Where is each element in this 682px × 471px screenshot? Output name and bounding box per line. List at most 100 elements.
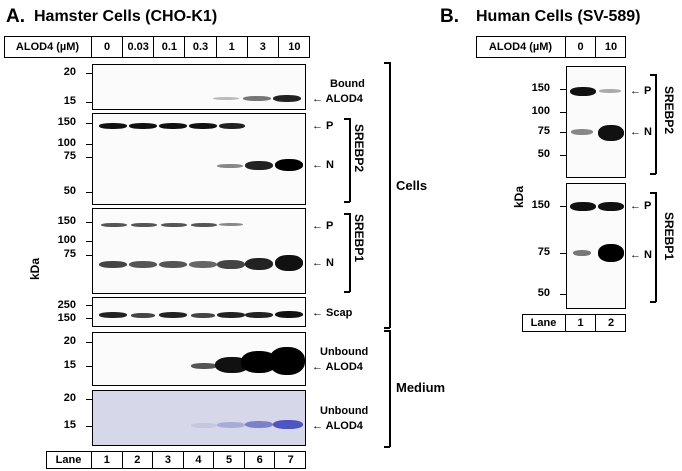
panel-b-blot-srebp1 <box>566 183 626 309</box>
panel-a-lane-row <box>46 451 306 469</box>
panel-b-lane-1: 1 <box>566 314 596 332</box>
tick <box>86 192 92 193</box>
tick-label: 100 <box>57 137 76 149</box>
band <box>191 363 217 369</box>
tick <box>86 123 92 124</box>
band <box>131 223 157 227</box>
tick <box>86 366 92 367</box>
tick-label: 50 <box>537 148 550 160</box>
band <box>189 123 217 129</box>
panel-a-blot-bound-alod4 <box>92 64 306 110</box>
band <box>161 223 187 227</box>
panel-a-title: Hamster Cells (CHO-K1) <box>34 8 218 25</box>
panel-a-blot-unbound-alod4 <box>92 332 306 386</box>
panel-a-lane-5: 5 <box>214 451 245 469</box>
band <box>217 422 245 428</box>
panel-a-lane-6: 6 <box>245 451 276 469</box>
band <box>191 223 217 227</box>
band <box>245 312 273 318</box>
bracket <box>650 301 656 303</box>
band <box>159 312 187 318</box>
tick <box>560 206 566 207</box>
tick-label: 100 <box>57 234 76 246</box>
scap-label: ← Scap <box>312 307 353 319</box>
band <box>159 123 187 129</box>
band <box>189 261 217 268</box>
panel-a-header-row <box>4 36 310 58</box>
bracket <box>344 201 350 203</box>
bracket <box>344 291 350 293</box>
tick <box>86 399 92 400</box>
bound-label: Bound <box>330 78 365 90</box>
band <box>129 123 157 129</box>
band <box>273 95 301 102</box>
band <box>273 420 303 429</box>
panel-a-blot-srebp1 <box>92 208 306 294</box>
tick <box>86 318 92 319</box>
b-srebp1-p-label: ← P <box>630 200 652 212</box>
tick-label: 75 <box>63 248 76 260</box>
band <box>598 202 624 211</box>
bracket <box>349 213 351 292</box>
tick-label: 150 <box>57 312 76 324</box>
panel-b-lane-header: Lane <box>522 314 566 332</box>
tick-label: 50 <box>63 185 76 197</box>
tick-label: 150 <box>531 82 550 94</box>
tick <box>86 426 92 427</box>
tick-label: 20 <box>63 335 76 347</box>
tick-label: 20 <box>63 66 76 78</box>
tick-label: 100 <box>531 105 550 117</box>
band <box>598 244 624 262</box>
panel-a-lane-4: 4 <box>184 451 215 469</box>
unbound-stain-label: Unbound <box>320 405 369 417</box>
medium-bracket <box>384 330 390 332</box>
band <box>275 255 303 271</box>
panel-a-lane-2: 2 <box>123 451 154 469</box>
panel-a-conc-3: 0.1 <box>154 36 186 58</box>
band <box>573 250 591 256</box>
bracket <box>650 74 656 76</box>
tick-label: 15 <box>63 95 76 107</box>
band <box>99 312 127 318</box>
tick <box>560 294 566 295</box>
bound-alod4-label: ← ALOD4 <box>312 93 363 105</box>
bracket <box>650 173 656 175</box>
cells-bracket <box>384 327 390 329</box>
tick <box>86 241 92 242</box>
band <box>243 96 271 101</box>
band <box>571 129 593 135</box>
band <box>129 261 157 268</box>
panel-a-kda-label: kDa <box>28 257 42 280</box>
cells-bracket <box>384 62 390 64</box>
tick <box>86 342 92 343</box>
b-srebp1-bracket-label: SREBP1 <box>662 212 676 261</box>
panel-b-header-row <box>476 36 626 58</box>
medium-bracket <box>384 446 390 448</box>
srebp1-bracket-label: SREBP1 <box>352 214 366 263</box>
band <box>599 89 621 93</box>
panel-b-lane-2: 2 <box>607 317 615 329</box>
tick-label: 15 <box>63 419 76 431</box>
b-srebp2-bracket-label: SREBP2 <box>662 86 676 135</box>
bracket <box>344 213 350 215</box>
tick <box>86 102 92 103</box>
tick-label: 75 <box>537 246 550 258</box>
tick-label: 250 <box>57 299 76 311</box>
panel-a-conc-2: 0.03 <box>123 36 155 58</box>
bracket <box>650 192 656 194</box>
unbound-label: Unbound <box>320 346 369 358</box>
band <box>191 423 217 428</box>
band <box>131 313 155 318</box>
tick-label: 150 <box>531 199 550 211</box>
band <box>159 261 187 268</box>
panel-a-blot-srebp2 <box>92 113 306 205</box>
srebp1-n-label: ← N <box>312 257 334 269</box>
tick-label: 15 <box>63 359 76 371</box>
band <box>598 125 624 141</box>
band <box>570 202 596 211</box>
tick-label: 150 <box>57 215 76 227</box>
srebp1-p-label: ← P <box>312 220 334 232</box>
panel-b-blot-srebp2 <box>566 66 626 178</box>
band <box>275 159 303 171</box>
panel-b-lane-row <box>522 314 626 332</box>
